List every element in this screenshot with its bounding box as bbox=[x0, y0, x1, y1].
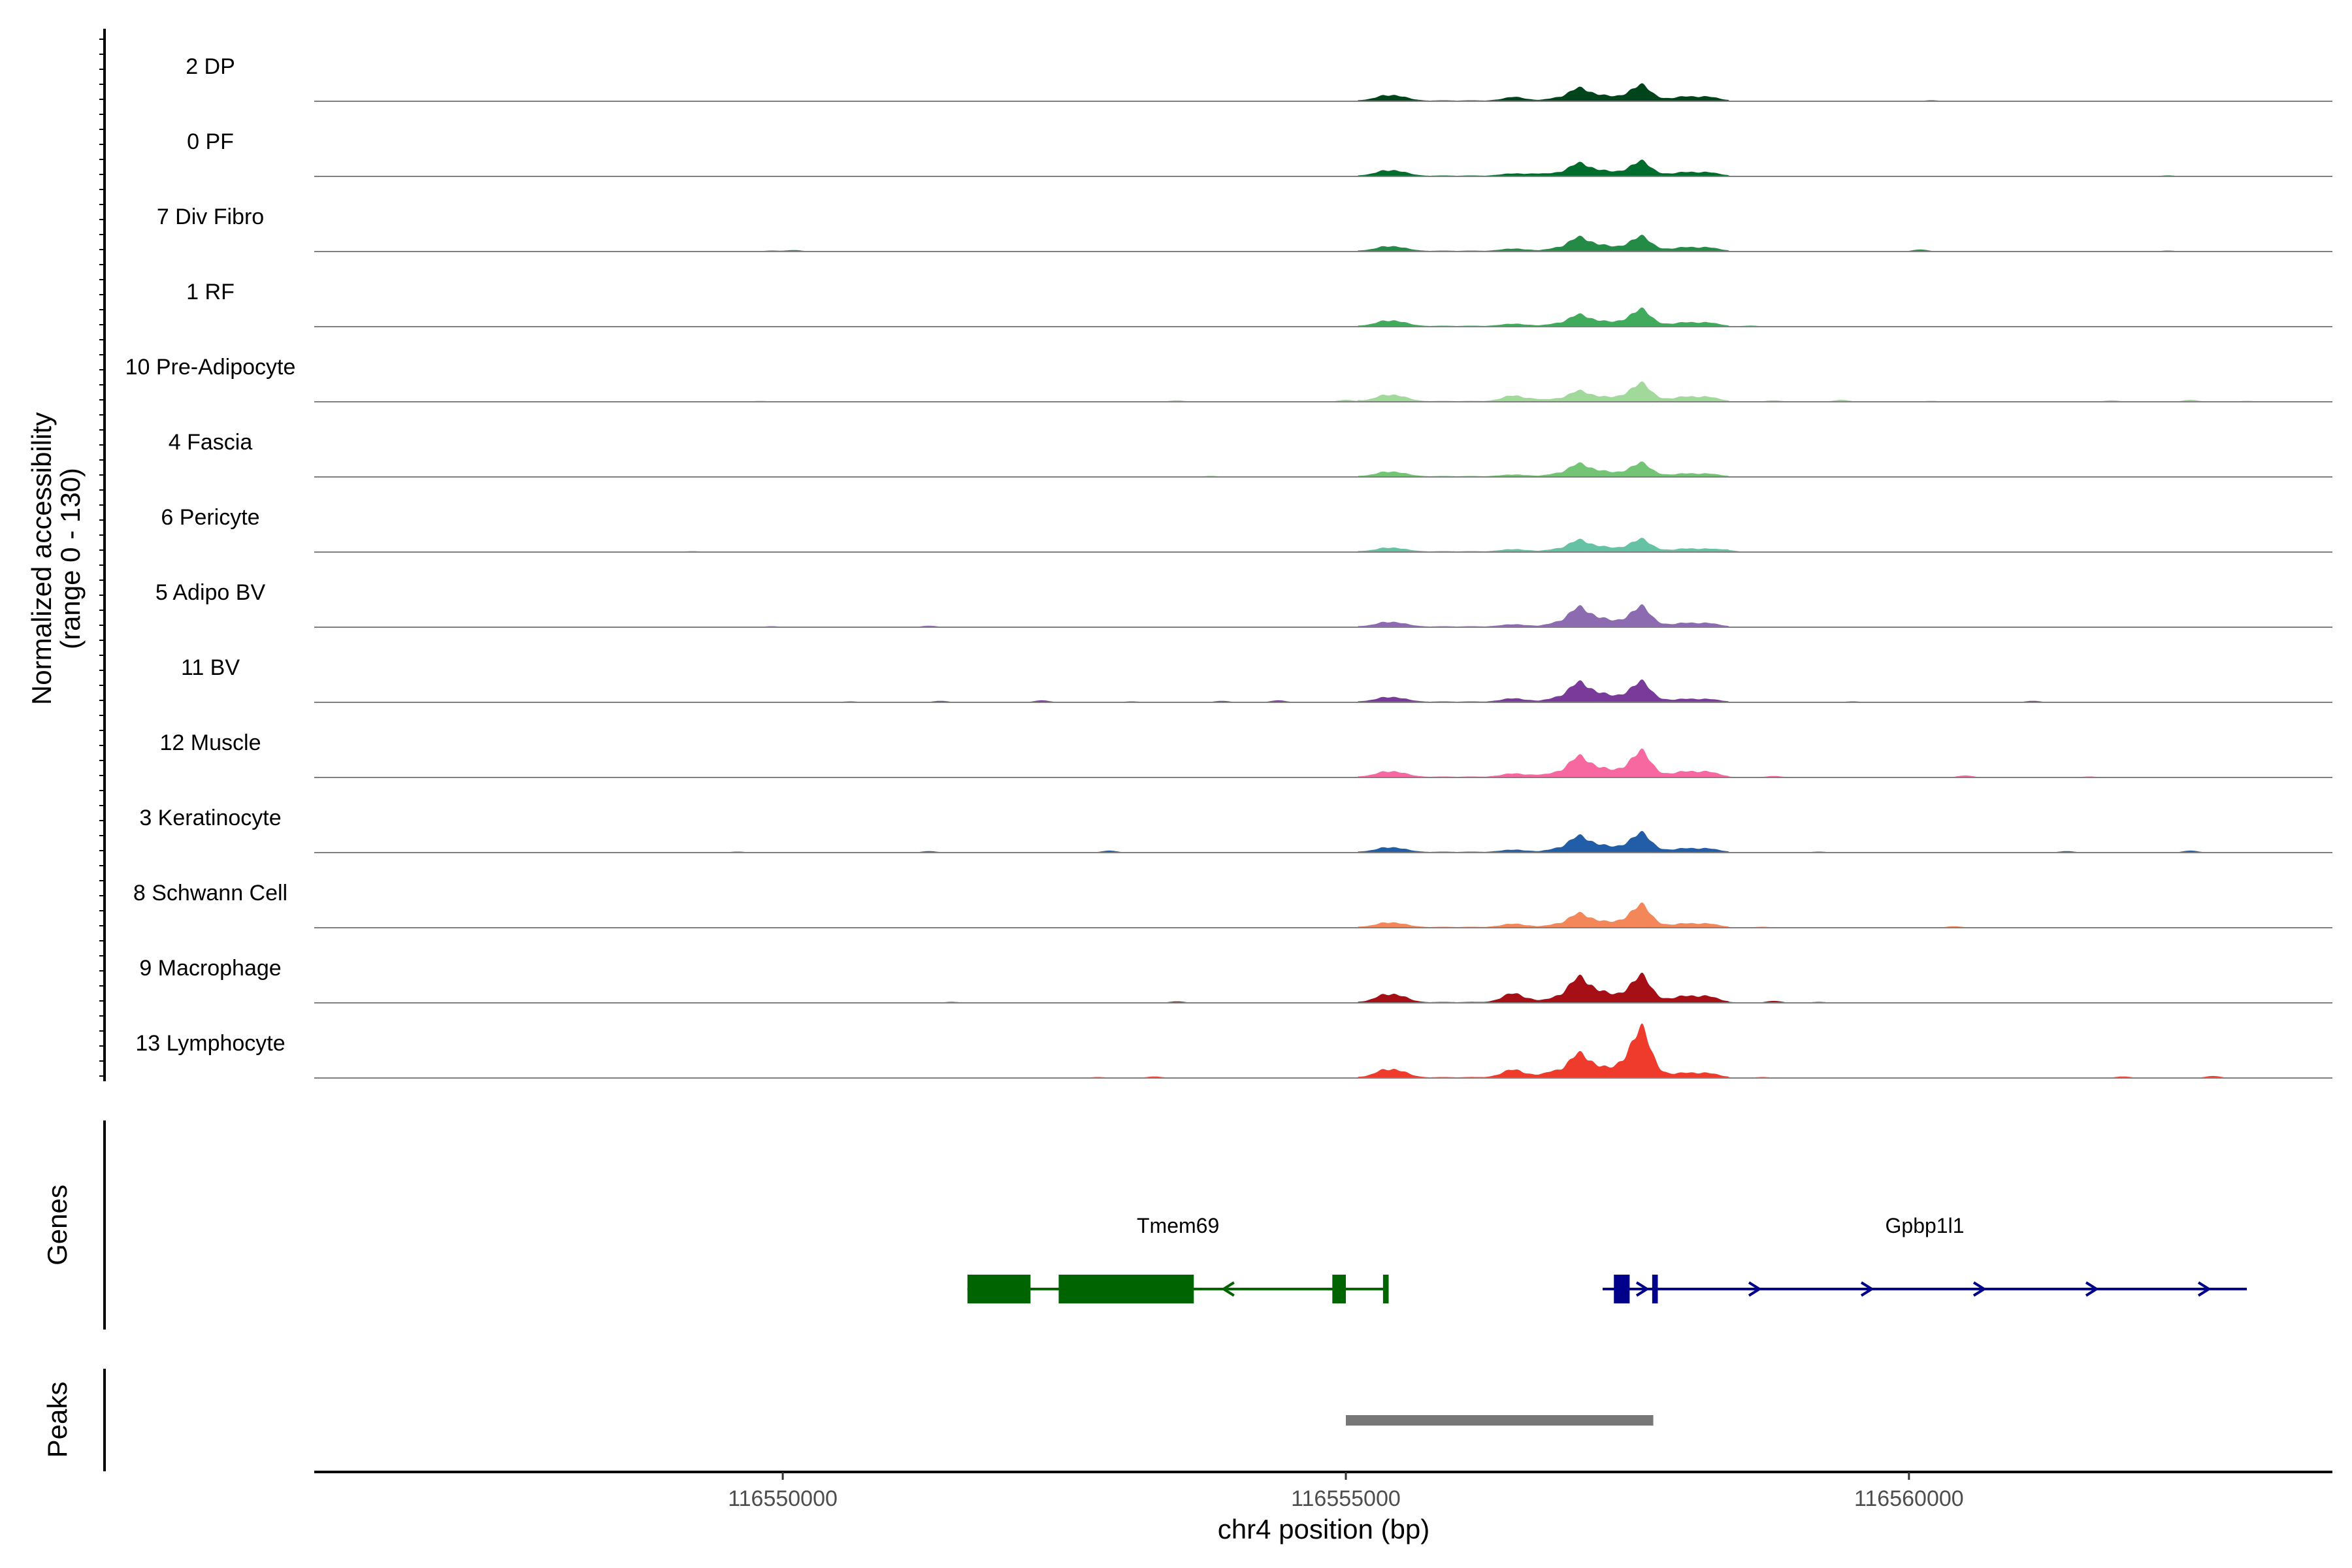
x-axis-title: chr4 position (bp) bbox=[1218, 1514, 1430, 1544]
track-label: 5 Adipo BV bbox=[155, 580, 266, 605]
track-label: 10 Pre-Adipocyte bbox=[125, 355, 296, 380]
track-label: 11 BV bbox=[181, 655, 240, 680]
coverage-track: 11 BV bbox=[181, 655, 2332, 703]
coverage-track: 0 PF bbox=[187, 129, 2332, 177]
coverage-track: 2 DP bbox=[186, 54, 2332, 102]
track-label: 12 Muscle bbox=[160, 730, 261, 755]
coverage-y-title-line2: (range 0 - 130) bbox=[55, 468, 86, 649]
coverage-track: 1 RF bbox=[186, 280, 2332, 327]
peak-region bbox=[1345, 1415, 1654, 1426]
track-label: 4 Fascia bbox=[169, 430, 253, 455]
track-label: 8 Schwann Cell bbox=[133, 881, 287, 906]
track-label: 13 Lymphocyte bbox=[135, 1031, 285, 1056]
coverage-y-axis bbox=[99, 29, 106, 1081]
track-label: 7 Div Fibro bbox=[157, 204, 264, 229]
coverage-track: 3 Keratinocyte bbox=[139, 806, 2332, 853]
coverage-track: 5 Adipo BV bbox=[155, 580, 2332, 628]
gene-exon bbox=[1382, 1275, 1389, 1303]
gene-exon bbox=[1652, 1275, 1658, 1303]
coverage-track: 6 Pericyte bbox=[161, 505, 2332, 553]
gene-model: Tmem69 bbox=[967, 1214, 1389, 1303]
strand-arrow bbox=[1972, 1281, 1987, 1297]
peaks-title: Peaks bbox=[42, 1382, 73, 1458]
gene-exon bbox=[967, 1275, 1031, 1303]
genes-title: Genes bbox=[42, 1184, 73, 1266]
x-axis-ticks: 116550000 116555000 116560000 bbox=[728, 1472, 1964, 1511]
x-tick-label: 116555000 bbox=[1291, 1486, 1401, 1511]
track-label: 0 PF bbox=[187, 129, 234, 154]
gene-exon bbox=[1058, 1275, 1194, 1303]
strand-arrow bbox=[2197, 1281, 2212, 1297]
coverage-track: 9 Macrophage bbox=[139, 956, 2332, 1004]
track-label: 9 Macrophage bbox=[139, 956, 281, 981]
coverage-track: 13 Lymphocyte bbox=[135, 1023, 2332, 1079]
strand-arrow bbox=[1635, 1281, 1650, 1297]
coverage-track: 7 Div Fibro bbox=[157, 204, 2332, 252]
track-label: 6 Pericyte bbox=[161, 505, 259, 530]
gene-label: Tmem69 bbox=[1137, 1214, 1219, 1237]
gene-exon bbox=[1332, 1275, 1346, 1303]
coverage-track: 10 Pre-Adipocyte bbox=[125, 355, 2332, 402]
coverage-track: 8 Schwann Cell bbox=[133, 881, 2332, 928]
track-label: 2 DP bbox=[186, 54, 235, 79]
x-tick-label: 116550000 bbox=[728, 1486, 838, 1511]
coverage-y-title-line1: Normalized accessibility bbox=[26, 412, 57, 705]
strand-arrow bbox=[2085, 1281, 2099, 1297]
genes-track: Tmem69 Gpbp1l1 bbox=[967, 1214, 2247, 1303]
coverage-track: 12 Muscle bbox=[160, 730, 2332, 778]
peaks-track bbox=[1345, 1415, 1654, 1426]
gene-exon bbox=[1614, 1275, 1630, 1303]
x-tick-label: 116560000 bbox=[1854, 1486, 1964, 1511]
gene-model: Gpbp1l1 bbox=[1602, 1214, 2247, 1303]
strand-arrow bbox=[1748, 1281, 1762, 1297]
strand-arrow bbox=[1221, 1281, 1235, 1297]
strand-arrow bbox=[1860, 1281, 1874, 1297]
track-label: 3 Keratinocyte bbox=[139, 806, 281, 830]
coverage-track: 4 Fascia bbox=[169, 430, 2332, 478]
track-label: 1 RF bbox=[186, 280, 235, 304]
gene-label: Gpbp1l1 bbox=[1886, 1214, 1965, 1237]
coverage-tracks: 2 DP 0 PF 7 Div Fibro 1 RF 10 Pre-Adipocyte 4… bbox=[125, 54, 2332, 1079]
